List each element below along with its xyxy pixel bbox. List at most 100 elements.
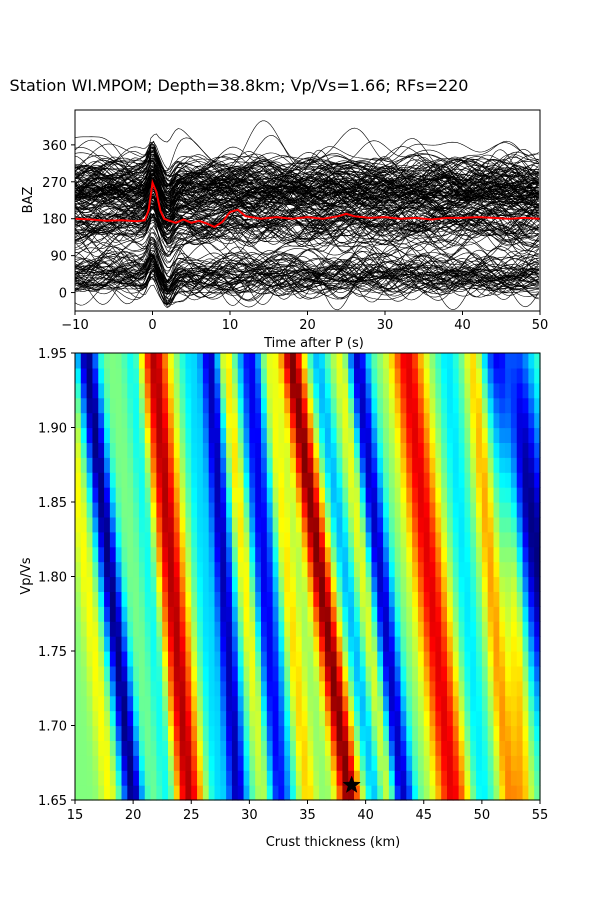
hk-cell	[115, 785, 123, 801]
hk-cell	[237, 576, 245, 592]
hk-cell	[179, 740, 187, 756]
hk-cell	[115, 516, 123, 533]
hk-cell	[168, 651, 175, 667]
hk-cell	[278, 785, 285, 801]
hk-cell	[365, 621, 373, 637]
hk-cell	[319, 472, 326, 488]
hk-cell	[255, 591, 262, 607]
hk-cell	[98, 502, 105, 518]
hk-cell	[104, 546, 111, 563]
hk-cell	[121, 651, 128, 667]
hk-cell	[476, 785, 483, 801]
hk-cell	[342, 546, 349, 563]
hk-cell	[284, 546, 291, 563]
hk-cell	[243, 546, 250, 563]
hk-cell	[330, 367, 338, 384]
hk-cell	[168, 502, 175, 518]
hk-cell	[179, 695, 187, 712]
hk-cell	[359, 695, 367, 712]
hk-cell	[342, 710, 349, 727]
hk-cell	[441, 487, 448, 503]
hk-cell	[371, 457, 378, 473]
hk-cell	[266, 621, 274, 637]
hk-cell	[336, 606, 343, 622]
hk-cell	[499, 382, 506, 399]
hk-cell	[115, 427, 123, 443]
hk-cell	[359, 755, 367, 771]
hk-cell	[266, 561, 274, 578]
hk-cell	[377, 367, 384, 384]
hk-cell	[197, 516, 204, 533]
hk-cell	[400, 382, 407, 399]
hk-cell	[394, 651, 402, 667]
hk-cell	[266, 531, 274, 548]
hk-cell	[150, 502, 157, 518]
hk-cell	[481, 695, 489, 712]
hk-cell	[75, 785, 82, 801]
hk-cell	[278, 487, 285, 503]
hk-cell	[226, 606, 233, 622]
hk-cell	[220, 367, 227, 384]
hk-cell	[138, 353, 146, 369]
hk-cell	[313, 695, 320, 712]
hk-cell	[121, 695, 128, 712]
hk-cell	[447, 516, 454, 533]
hk-cell	[476, 412, 483, 429]
hk-cell	[435, 665, 442, 682]
hk-cell	[150, 472, 157, 488]
hk-cell	[261, 382, 268, 399]
hk-cell	[371, 636, 378, 652]
hk-cell	[342, 680, 349, 697]
hk-cell	[336, 680, 343, 697]
hk-cell	[324, 636, 332, 652]
hk-cell	[348, 725, 355, 741]
hk-cell	[388, 725, 396, 741]
hk-cell	[359, 591, 367, 607]
hk-cell	[237, 427, 245, 443]
hk-cell	[168, 591, 175, 607]
hk-cell	[354, 621, 361, 637]
hk-cell	[354, 472, 361, 488]
hk-cell	[138, 651, 146, 667]
rf-trace	[75, 159, 539, 196]
hk-cell	[388, 442, 396, 458]
hk-cell	[458, 651, 466, 667]
hk-cell	[284, 427, 291, 443]
hk-y-tick-label: 1.70	[38, 720, 67, 735]
hk-cell	[487, 755, 495, 771]
hk-cell	[435, 382, 442, 399]
hk-cell	[342, 785, 349, 801]
hk-cell	[115, 740, 123, 756]
hk-cell	[324, 651, 332, 667]
hk-cell	[400, 472, 407, 488]
rf-trace	[75, 252, 539, 293]
hk-cell	[138, 457, 146, 473]
hk-cell	[464, 546, 471, 563]
hk-cell	[505, 636, 512, 652]
hk-cell	[388, 785, 396, 801]
hk-cell	[197, 695, 204, 712]
hk-cell	[162, 636, 169, 652]
hk-cell	[394, 621, 402, 637]
hk-cell	[255, 382, 262, 399]
hk-cell	[406, 367, 413, 384]
hk-cell	[168, 487, 175, 503]
hk-cell	[86, 755, 94, 771]
hk-cell	[272, 457, 280, 473]
hk-cell	[162, 770, 169, 786]
hk-cell	[470, 412, 477, 429]
hk-cell	[534, 472, 541, 488]
hk-cell	[371, 576, 378, 592]
hk-cell	[330, 531, 338, 548]
hk-cell	[330, 680, 338, 697]
hk-cell	[255, 680, 262, 697]
hk-cell	[121, 770, 128, 786]
hk-cell	[138, 472, 146, 488]
hk-cell	[487, 770, 495, 786]
hk-cell	[377, 502, 384, 518]
hk-cell	[406, 442, 413, 458]
hk-cell	[435, 531, 442, 548]
hk-cell	[115, 382, 123, 399]
hk-cell	[150, 516, 157, 533]
hk-cell	[307, 382, 314, 399]
